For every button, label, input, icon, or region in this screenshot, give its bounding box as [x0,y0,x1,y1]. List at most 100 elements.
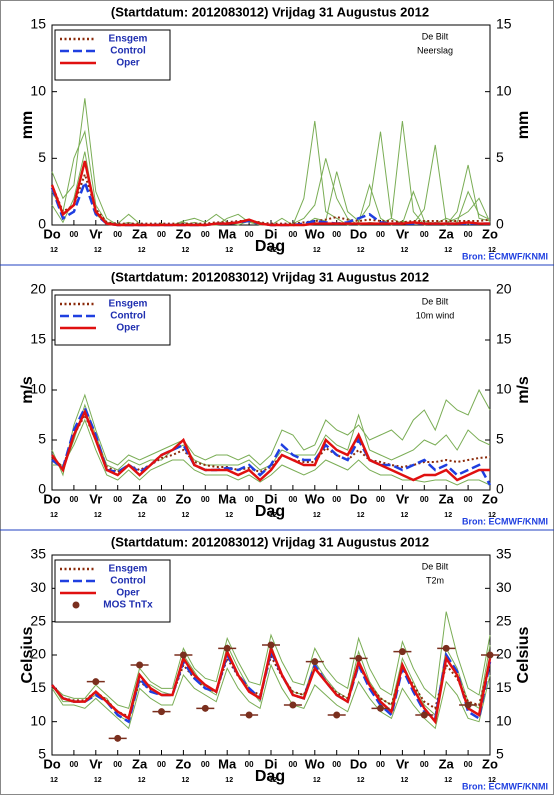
source: Bron: ECMWF/KNMI [462,781,548,791]
y-tick-label: 0 [38,481,46,497]
y-tick-label: 5 [38,746,46,762]
series-line [50,408,490,482]
y2-axis-label: mm [515,111,532,139]
x-sub-label: 12 [94,777,102,784]
x-tick-label: Wo [305,226,325,241]
x-tick-label: Za [439,491,455,506]
x-tick-label: Za [132,491,148,506]
source: Bron: ECMWF/KNMI [462,251,548,261]
x-tick-label: Za [132,756,148,771]
x-tick-label: Za [132,226,148,241]
y2-axis-label: Celsius [515,626,532,683]
y2-tick-label: 0 [496,481,504,497]
mos-point [464,701,472,709]
series-line [51,647,492,724]
y-tick-label: 15 [30,679,46,695]
y-tick-label: 10 [30,712,46,728]
x-tick-label: Do [350,226,367,241]
x-tick-label: 00 [288,760,297,769]
y-tick-label: 25 [30,612,46,628]
y2-tick-label: 25 [496,612,512,628]
mos-point [377,704,384,712]
x-sub-label: 12 [94,512,102,519]
series-line [50,160,490,227]
x-sub-label: 12 [401,247,409,254]
x-tick-label: Di [265,226,278,241]
x-sub-label: 12 [225,777,233,784]
x-tick-label: Vr [89,491,102,506]
mos-point [398,648,406,656]
legend-label: Oper [116,323,139,334]
y2-tick-label: 10 [496,712,512,728]
variable: T2m [426,575,444,585]
legend-label: Ensgem [109,564,148,575]
station: De Bilt [422,561,449,571]
legend-label: Control [110,311,146,322]
x-sub-label: 12 [138,777,146,784]
x-tick-label: Zo [175,491,191,506]
x-tick-label: Do [43,756,60,771]
x-tick-label: 00 [376,495,385,504]
legend-label: Oper [116,58,139,69]
x-sub-label: 12 [50,777,58,784]
x-sub-label: 12 [444,512,452,519]
x-tick-label: Vr [396,226,409,241]
variable: Neerslag [417,45,453,55]
x-sub-label: 12 [401,777,409,784]
x-sub-label: 12 [50,512,58,519]
x-tick-label: 00 [157,230,166,239]
x-tick-label: Do [43,491,60,506]
y-tick-label: 35 [30,546,46,562]
y-tick-label: 30 [30,579,46,595]
y2-tick-label: 10 [496,82,512,98]
x-tick-label: 00 [113,495,122,504]
x-tick-label: Wo [305,756,325,771]
x-sub-label: 12 [488,512,496,519]
x-tick-label: Zo [482,491,498,506]
x-tick-label: 00 [69,760,78,769]
x-tick-label: Ma [218,756,237,771]
x-tick-label: Zo [175,756,191,771]
y-axis-label: Celsius [19,626,36,683]
mos-point [158,708,165,716]
y2-tick-label: 35 [496,546,512,562]
x-sub-label: 12 [357,512,365,519]
y-tick-label: 20 [30,646,46,662]
x-sub-label: 12 [182,512,190,519]
x-sub-label: 12 [313,512,321,519]
x-axis-label: Dag [255,768,285,785]
x-tick-label: 00 [464,495,473,504]
y2-tick-label: 5 [496,746,504,762]
mos-point [223,644,231,652]
mos-point [267,641,275,649]
x-tick-label: 00 [201,230,210,239]
x-sub-label: 12 [138,247,146,254]
x-tick-label: Vr [89,226,102,241]
variable: 10m wind [416,310,455,320]
mos-point [179,651,187,659]
x-sub-label: 12 [225,247,233,254]
x-tick-label: 00 [69,495,78,504]
chart-title: (Startdatum: 2012083012) Vrijdag 31 Augu… [111,534,429,549]
legend-label: Control [110,46,146,57]
ensemble-member [51,663,491,730]
x-tick-label: 00 [420,495,429,504]
chart-title: (Startdatum: 2012083012) Vrijdag 31 Augu… [111,269,429,284]
x-tick-label: Di [265,756,278,771]
mos-point [201,704,209,712]
x-tick-label: Vr [396,491,409,506]
x-tick-label: 00 [420,760,429,769]
y2-tick-label: 15 [496,16,512,32]
legend-label: Oper [116,588,139,599]
mos-point [289,701,297,709]
x-sub-label: 12 [313,247,321,254]
mos-point [486,651,494,659]
station: De Bilt [422,31,449,41]
ensemble-member [51,388,491,477]
chart-title: (Startdatum: 2012083012) Vrijdag 31 Augu… [111,4,429,19]
x-tick-label: Vr [89,756,102,771]
x-tick-label: Zo [175,226,191,241]
x-tick-label: 00 [157,760,166,769]
